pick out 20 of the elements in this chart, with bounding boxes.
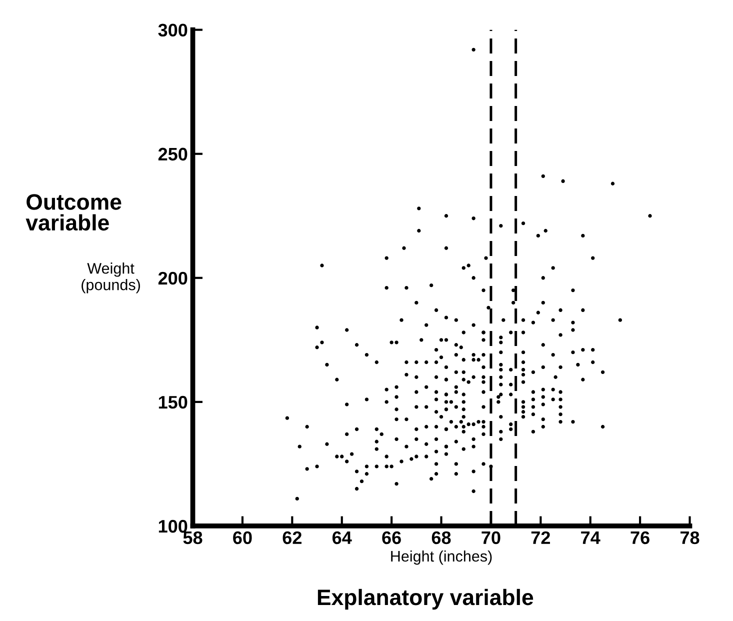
x-tick-label: 72 bbox=[531, 531, 550, 544]
y-tick-label: 100 bbox=[158, 520, 188, 533]
x-axis-title: Height (inches) bbox=[391, 550, 492, 565]
y-tick-label: 150 bbox=[158, 396, 188, 409]
x-tick-label: 70 bbox=[482, 531, 500, 544]
x-tick-label: 68 bbox=[432, 531, 451, 544]
y-tick-label: 300 bbox=[158, 24, 188, 37]
x-tick-label: 58 bbox=[183, 531, 202, 544]
x-tick-label: 62 bbox=[282, 531, 302, 544]
x-tick-label: 64 bbox=[332, 531, 352, 544]
x-tick-label: 76 bbox=[630, 531, 650, 544]
x-tick-label: 60 bbox=[233, 531, 252, 544]
x-tick-label: 66 bbox=[382, 531, 401, 544]
y-tick-label: 250 bbox=[158, 148, 188, 161]
x-tick-label: 74 bbox=[581, 532, 600, 544]
text: Explanatory variable bbox=[318, 588, 534, 610]
x-tick-label: 78 bbox=[680, 531, 700, 544]
text: Outcome variable bbox=[26, 194, 122, 231]
y-axis-title: Weight (pounds) bbox=[82, 262, 140, 294]
y-tick-label: 200 bbox=[158, 272, 188, 285]
